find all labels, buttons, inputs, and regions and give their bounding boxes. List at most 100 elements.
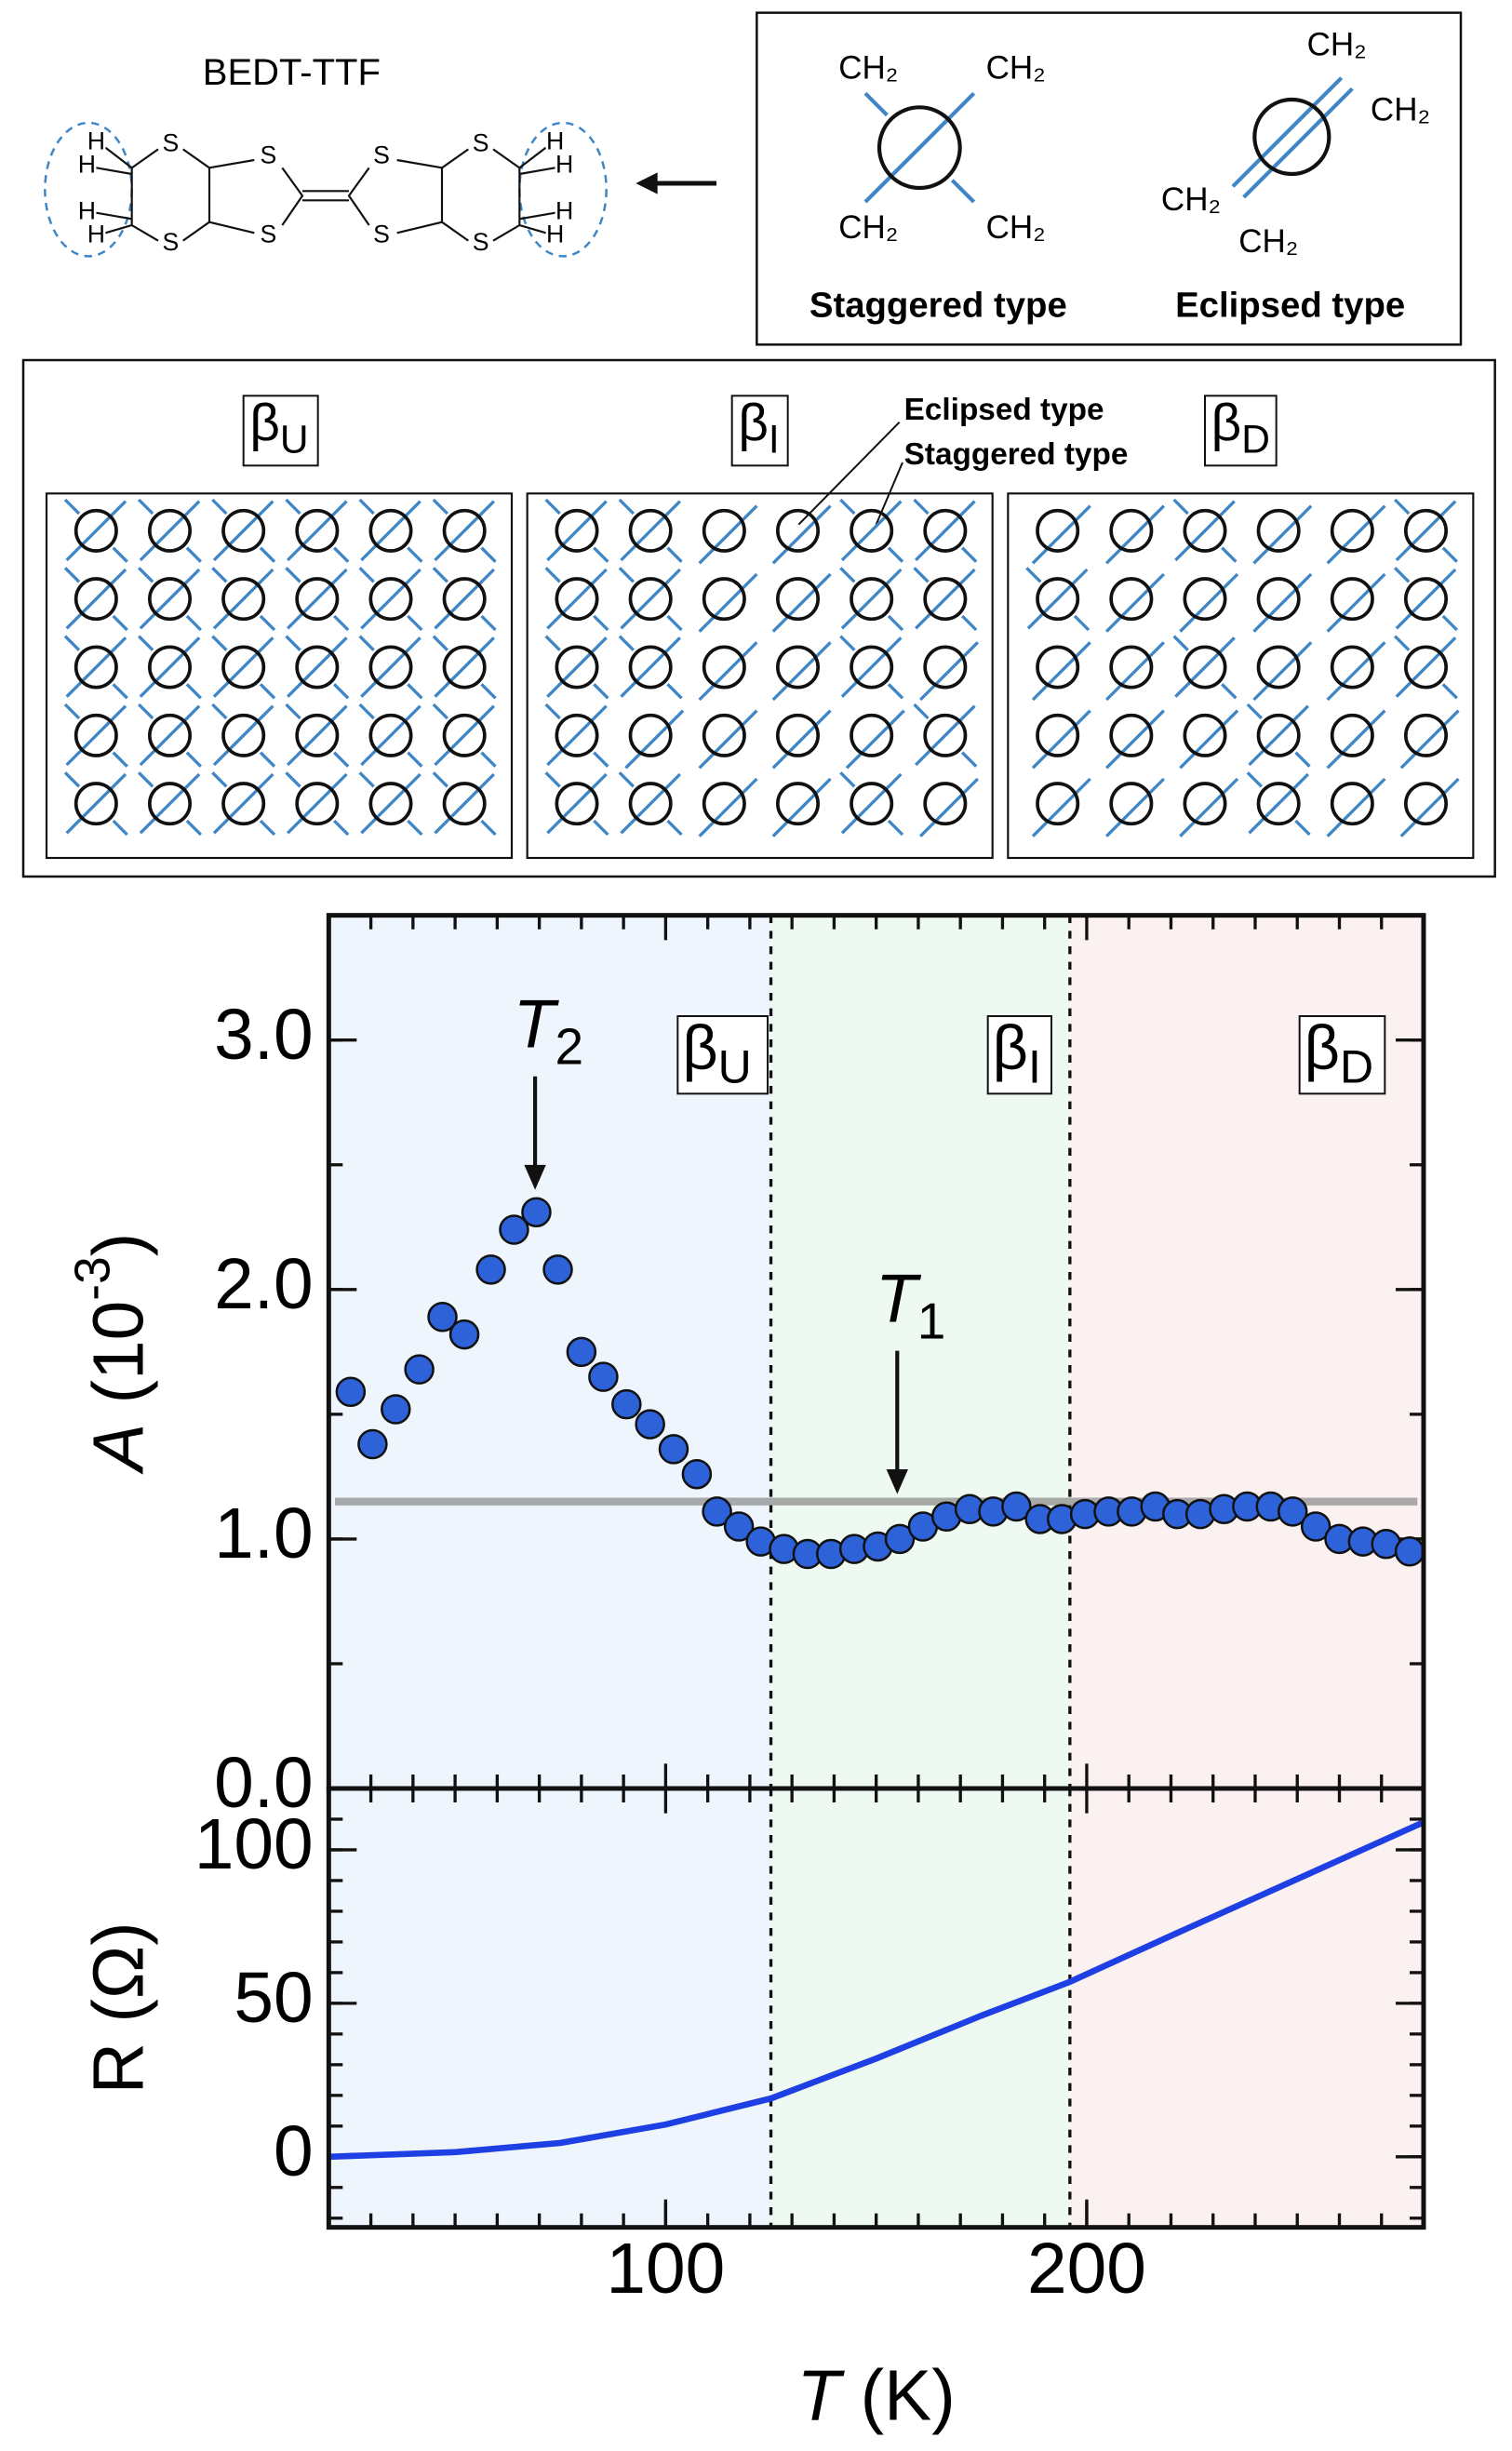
bond-line bbox=[65, 636, 127, 698]
bond-line bbox=[63, 498, 81, 516]
molecule-circle bbox=[555, 645, 599, 690]
eclipsed-molecule bbox=[1399, 777, 1460, 837]
data-point bbox=[1300, 1511, 1331, 1542]
staggered-molecule bbox=[839, 635, 904, 700]
staggered-molecule bbox=[137, 498, 203, 563]
bond-line bbox=[544, 635, 561, 651]
group-label: CH₂ bbox=[838, 50, 898, 87]
staggered-molecule bbox=[1393, 635, 1459, 700]
bond-line bbox=[1393, 635, 1411, 651]
group-label: CH₂ bbox=[1238, 223, 1298, 260]
bond-line bbox=[1248, 772, 1310, 835]
molecule-circle bbox=[74, 713, 118, 757]
bond-line bbox=[914, 568, 976, 630]
molecule-circle bbox=[776, 713, 820, 757]
molecule-circle bbox=[850, 645, 894, 690]
molecule-circle bbox=[442, 577, 487, 622]
atom-bg bbox=[77, 200, 97, 225]
molecule-circle bbox=[1109, 713, 1154, 757]
bond-line bbox=[65, 704, 127, 767]
bond-line bbox=[546, 568, 608, 630]
bond-line bbox=[840, 636, 903, 698]
bond-line bbox=[432, 567, 449, 583]
eclipsed-molecule bbox=[1179, 572, 1239, 633]
bond-line bbox=[913, 567, 930, 583]
molecule-circle bbox=[221, 782, 266, 826]
bond-line bbox=[360, 636, 421, 698]
molecule-circle bbox=[1109, 645, 1154, 690]
eclipsed-molecule bbox=[1179, 777, 1239, 837]
bond-line bbox=[918, 777, 980, 837]
bond-line bbox=[259, 819, 276, 837]
bond-line bbox=[546, 704, 608, 767]
bond-line bbox=[1252, 641, 1313, 702]
bond-line bbox=[1179, 709, 1239, 770]
bond-line bbox=[358, 635, 375, 651]
molecule-circle bbox=[702, 577, 746, 622]
staggered-molecule bbox=[544, 498, 609, 563]
molecule-circle bbox=[221, 645, 266, 690]
bond-line bbox=[666, 683, 683, 700]
bond-line bbox=[913, 498, 930, 516]
molecule-circle bbox=[1036, 713, 1080, 757]
staggered-molecule bbox=[913, 498, 978, 563]
molecule-circle bbox=[923, 577, 968, 622]
bond-line bbox=[1026, 568, 1089, 630]
y-tick-label: 100 bbox=[194, 1805, 314, 1884]
atom-bg bbox=[87, 223, 106, 248]
molecule-circle bbox=[850, 577, 894, 622]
bond-line bbox=[139, 636, 201, 698]
bond-line bbox=[434, 500, 496, 562]
atom-label: S bbox=[473, 228, 489, 256]
staggered-molecule bbox=[211, 567, 276, 632]
eclipsed-molecule bbox=[1179, 709, 1239, 770]
molecule-circle bbox=[1330, 645, 1374, 690]
molecule-circle bbox=[1036, 577, 1080, 622]
staggered-molecule bbox=[839, 498, 904, 563]
bond-line bbox=[407, 614, 423, 632]
eclipsed-molecule bbox=[918, 641, 980, 702]
data-point bbox=[1278, 1496, 1308, 1527]
phase-label: βU bbox=[682, 1013, 751, 1093]
staggered-molecule bbox=[63, 567, 128, 632]
eclipsed-molecule bbox=[771, 504, 832, 565]
molecule-circle bbox=[1183, 782, 1227, 826]
eclipsed-molecule bbox=[1104, 709, 1166, 770]
molecule-circle bbox=[368, 782, 413, 826]
phase-label-sub: D bbox=[1340, 1041, 1373, 1093]
molecule-circle bbox=[702, 508, 746, 553]
bond-line bbox=[618, 771, 636, 788]
bond-line bbox=[593, 751, 609, 768]
bond-line bbox=[432, 703, 449, 720]
eclipsed-molecule bbox=[698, 572, 758, 633]
eclipsed-molecule bbox=[1104, 504, 1166, 565]
staggered-molecule bbox=[358, 567, 423, 632]
staggered-molecule bbox=[544, 635, 609, 700]
bond-line bbox=[771, 641, 832, 702]
staggered-molecule bbox=[432, 498, 497, 563]
phase-label-base: β bbox=[738, 395, 769, 453]
phase-label-base: β bbox=[1305, 1013, 1340, 1082]
bond-line bbox=[407, 546, 423, 563]
staggered-molecule bbox=[432, 703, 497, 768]
bond-line bbox=[480, 683, 497, 700]
phase-panel bbox=[1007, 492, 1475, 860]
bond-line bbox=[618, 635, 636, 651]
staggered-molecule bbox=[1246, 771, 1311, 837]
bond-line bbox=[624, 709, 685, 770]
staggered-molecule bbox=[137, 771, 203, 837]
bond-line bbox=[286, 704, 348, 767]
bond-line bbox=[618, 567, 636, 583]
staggered-molecule bbox=[544, 703, 609, 768]
phase-label-box bbox=[242, 395, 319, 467]
bond-line bbox=[185, 546, 203, 563]
phase-label-sub: U bbox=[718, 1041, 752, 1093]
bond-line bbox=[1031, 709, 1091, 770]
bond-line bbox=[185, 819, 203, 837]
bond-line bbox=[1179, 777, 1239, 837]
staggered-molecule bbox=[432, 771, 497, 837]
phase-label: βI bbox=[738, 395, 779, 462]
molecule-circle bbox=[295, 713, 340, 757]
